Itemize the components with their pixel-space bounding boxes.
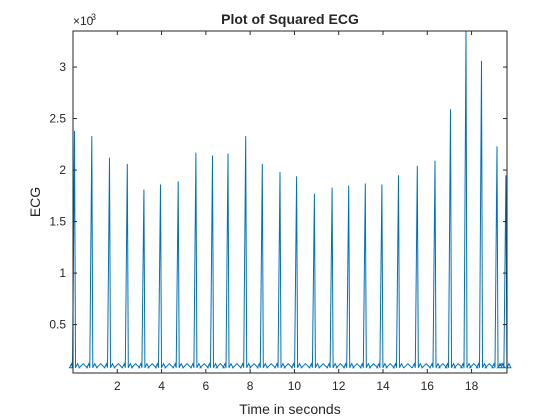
x-tick-label: 8 <box>247 379 254 393</box>
ecg-peak-point <box>74 130 76 132</box>
ecg-peak-point <box>348 185 350 187</box>
ecg-peak-point <box>331 187 333 189</box>
y-axis-label: ECG <box>27 187 43 217</box>
ecg-peak-point <box>126 163 128 165</box>
y-tick-label: 1 <box>59 266 66 280</box>
ecg-peak-point <box>381 184 383 186</box>
ecg-peak-point <box>481 60 483 62</box>
plot-area <box>73 31 507 373</box>
x-axis-label: Time in seconds <box>239 401 340 417</box>
ecg-peak-point <box>450 108 452 110</box>
ecg-peak-point <box>398 174 400 176</box>
ecg-peak-point <box>496 146 498 148</box>
x-tick-label: 12 <box>332 379 346 393</box>
ecg-peak-point <box>245 135 247 137</box>
ecg-peak-point <box>505 174 507 176</box>
x-tick-label: 14 <box>376 379 390 393</box>
ecg-peak-point <box>177 181 179 183</box>
ecg-peak-point <box>143 189 145 191</box>
y-tick-label: 3 <box>59 60 66 74</box>
ecg-peak-point <box>160 184 162 186</box>
ecg-peak-point <box>262 163 264 165</box>
y-tick-label: 2.5 <box>49 112 66 126</box>
y-tick-label: 1.5 <box>49 215 66 229</box>
ecg-peak-point <box>109 157 111 159</box>
ecg-peak-point <box>314 193 316 195</box>
y-tick-label: 0.5 <box>49 318 66 332</box>
ecg-peak-point <box>279 171 281 173</box>
x-tick-label: 18 <box>465 379 479 393</box>
ecg-peak-point <box>434 160 436 162</box>
x-tick-label: 4 <box>158 379 165 393</box>
ecg-peak-point <box>212 155 214 157</box>
ecg-peak-point <box>364 183 366 185</box>
ecg-peak-point <box>91 135 93 137</box>
x-tick-label: 16 <box>421 379 435 393</box>
tick-layer: 2 4 6 8 10 12 14 16 18 0.5 1 1.5 2 2.5 3 <box>49 31 507 393</box>
chart-title: Plot of Squared ECG <box>221 11 359 27</box>
ecg-peak-point <box>417 165 419 167</box>
y-exponent-power: -3 <box>88 12 96 22</box>
ecg-peak-point <box>296 175 298 177</box>
ecg-series-line <box>68 30 512 369</box>
x-tick-label: 2 <box>114 379 121 393</box>
ecg-peak-point <box>195 152 197 154</box>
series-layer <box>68 30 512 369</box>
plot-frame <box>72 30 508 374</box>
x-tick-label: 10 <box>288 379 302 393</box>
y-exponent-base: ×10 <box>73 14 94 28</box>
x-tick-label: 6 <box>203 379 210 393</box>
y-tick-label: 2 <box>59 163 66 177</box>
y-axis-exponent: ×10 -3 <box>73 12 96 28</box>
ecg-peak-point <box>227 153 229 155</box>
